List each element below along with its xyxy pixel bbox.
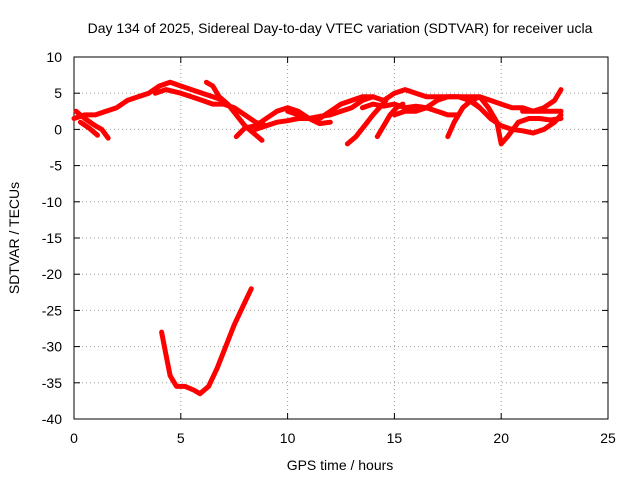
series-prn-h <box>285 94 376 121</box>
series-prn-m <box>391 94 483 118</box>
chart-title: Day 134 of 2025, Sidereal Day-to-day VTE… <box>88 20 593 36</box>
x-tick-labels: 0 5 10 15 20 25 <box>70 430 616 446</box>
y-tick-label: -15 <box>42 230 62 246</box>
x-tick-label: 15 <box>387 430 403 446</box>
y-tick-label: -35 <box>42 375 62 391</box>
y-axis-label: SDTVAR / TECUs <box>6 182 22 294</box>
y-tick-label: -30 <box>42 339 62 355</box>
axis-ticks <box>73 56 609 420</box>
y-tick-label: 0 <box>54 121 62 137</box>
series-prn-c <box>77 119 100 138</box>
x-tick-label: 20 <box>493 430 509 446</box>
y-tick-label: -25 <box>42 302 62 318</box>
y-tick-label: 5 <box>54 85 62 101</box>
series-prn-b <box>73 108 111 141</box>
series-prn-n <box>445 94 564 147</box>
series-prn-f <box>233 105 333 140</box>
series-prn-q <box>159 286 254 397</box>
series-prn-o <box>468 97 564 136</box>
x-tick-label: 25 <box>600 430 616 446</box>
series-prn-l <box>359 101 461 118</box>
y-tick-label: -5 <box>50 158 63 174</box>
y-tick-labels: 10 5 0 -5 -10 -15 -20 -25 -30 -35 -40 <box>42 49 62 427</box>
y-tick-label: -10 <box>42 194 62 210</box>
x-axis-label: GPS time / hours <box>287 457 394 473</box>
y-tick-label: 10 <box>46 49 62 65</box>
x-tick-label: 5 <box>177 430 185 446</box>
y-tick-label: -20 <box>42 266 62 282</box>
series-prn-p <box>520 87 564 114</box>
data-series <box>71 79 564 397</box>
series-prn-d <box>152 87 269 129</box>
y-tick-label: -40 <box>42 411 62 427</box>
x-tick-label: 10 <box>280 430 296 446</box>
x-tick-label: 0 <box>70 430 78 446</box>
series-prn-e <box>203 79 265 143</box>
series-prn-a <box>71 79 226 121</box>
grid-lines <box>74 57 608 419</box>
